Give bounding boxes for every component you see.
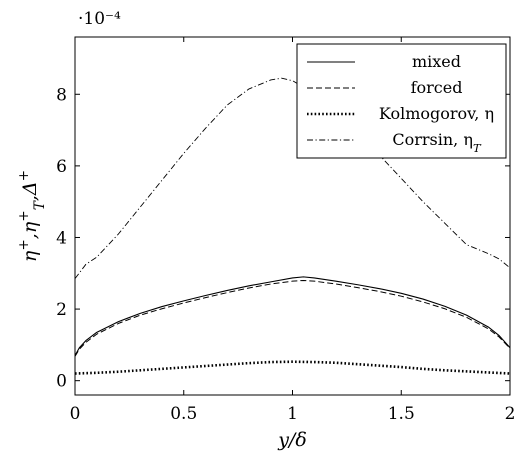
- series-line-0: [74, 276, 511, 356]
- series-line-2: [74, 360, 511, 375]
- y-tick-label: 6: [56, 157, 67, 177]
- axis-ticks: 0 0.5 1 1.5 2 0 2 4 6 8: [56, 37, 514, 424]
- legend: mixed forced Kolmogorov, η Corrsin, ηT: [296, 43, 507, 159]
- y-tick-label: 8: [56, 85, 67, 105]
- series-line-3: [74, 77, 511, 279]
- legend-box: [296, 43, 507, 159]
- x-tick-label: 0.5: [170, 404, 197, 424]
- x-axis-label: y/δ: [277, 429, 307, 451]
- legend-label: mixed: [412, 52, 461, 71]
- x-tick-label: 1.5: [388, 404, 415, 424]
- legend-label: forced: [411, 78, 463, 97]
- x-tick-label: 2: [505, 404, 514, 424]
- y-tick-label: 4: [56, 228, 67, 248]
- y-tick-label: 2: [56, 300, 67, 320]
- legend-label: Corrsin, ηT: [392, 130, 482, 155]
- y-axis-multiplier: ·10⁻⁴: [78, 9, 121, 29]
- series-line-1: [74, 279, 511, 357]
- y-axis-label: η+,η+T,Δ+: [16, 170, 48, 262]
- legend-label: Kolmogorov, η: [379, 104, 494, 123]
- plot-lines: [74, 77, 511, 375]
- x-tick-label: 1: [287, 404, 298, 424]
- x-tick-label: 0: [70, 404, 81, 424]
- y-tick-label: 0: [56, 372, 67, 392]
